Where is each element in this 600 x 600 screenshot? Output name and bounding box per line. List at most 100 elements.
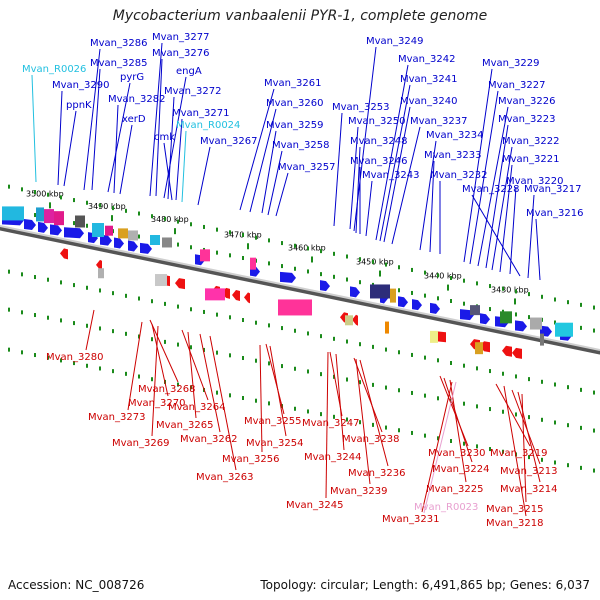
leader-line xyxy=(325,351,329,499)
track-dot xyxy=(359,420,361,425)
reverse-gene xyxy=(232,289,240,301)
track-dot xyxy=(554,460,556,465)
leader-line xyxy=(163,142,173,201)
reverse-gene xyxy=(96,259,102,271)
feature-block xyxy=(44,209,54,224)
track-dot xyxy=(398,350,400,355)
gene-label: Mvan_3244 xyxy=(304,452,361,463)
track-dot xyxy=(580,325,582,330)
gene-label: Mvan_3230 xyxy=(428,448,485,459)
track-dot xyxy=(99,326,101,331)
track-dot xyxy=(333,414,335,419)
track-dot xyxy=(21,350,23,355)
track-dot xyxy=(307,246,309,251)
track-dot xyxy=(541,379,543,384)
reverse-gene xyxy=(244,292,250,304)
gene-label: Mvan_3225 xyxy=(426,484,483,495)
track-dot xyxy=(541,457,543,462)
gene-label: Mvan_3255 xyxy=(244,416,301,427)
track-dot xyxy=(281,241,283,246)
track-dot xyxy=(515,289,517,294)
leader-line xyxy=(333,112,343,227)
track-dot xyxy=(125,208,127,213)
track-dot xyxy=(385,347,387,352)
track-dot xyxy=(229,253,231,258)
accession-text: Accession: NC_008726 xyxy=(8,578,145,592)
gene-label: Mvan_3224 xyxy=(432,464,489,475)
track-dot xyxy=(489,307,491,312)
track-dot xyxy=(346,339,348,344)
gene-label: Mvan_3236 xyxy=(348,468,405,479)
gene-label: engA xyxy=(176,66,202,77)
forward-gene xyxy=(320,280,330,292)
track-dot xyxy=(450,361,452,365)
gene-label: Mvan_3242 xyxy=(398,54,455,65)
leader-line xyxy=(85,309,95,351)
track-dot xyxy=(346,377,348,382)
track-dot xyxy=(60,318,62,323)
leader-line xyxy=(355,358,371,485)
leader-line xyxy=(365,180,373,237)
gene-label: Mvan_3277 xyxy=(152,32,209,43)
gene-label: Mvan_R0024 xyxy=(176,120,240,131)
leader-line xyxy=(91,68,101,191)
leader-line xyxy=(495,383,531,447)
leader-line xyxy=(521,393,527,503)
track-dot xyxy=(346,254,348,259)
gene-label: Mvan_3264 xyxy=(168,402,225,413)
track-dot xyxy=(86,285,88,290)
leader-line xyxy=(163,76,187,199)
track-dot xyxy=(34,275,36,280)
leader-line xyxy=(239,88,275,211)
track-dot xyxy=(359,380,361,385)
track-dot xyxy=(307,409,309,414)
leader-line xyxy=(421,381,453,513)
track-dot xyxy=(528,315,530,320)
gene-label: Mvan_3261 xyxy=(264,78,321,89)
feature-block xyxy=(530,317,542,330)
track-dot xyxy=(463,401,465,406)
leader-line xyxy=(383,106,411,243)
track-dot xyxy=(502,371,504,376)
track-dot xyxy=(99,288,101,293)
gene-label: Mvan_3272 xyxy=(164,86,221,97)
track-dot xyxy=(450,299,452,303)
kbp-tick xyxy=(174,228,176,235)
kbp-tick xyxy=(379,270,381,277)
track-dot xyxy=(359,280,361,285)
reverse-gene xyxy=(352,314,358,326)
feature-block xyxy=(155,274,167,287)
track-dot xyxy=(86,323,88,328)
reverse-gene xyxy=(175,278,185,290)
gene-label: Mvan_3237 xyxy=(410,116,467,127)
gene-label: Mvan_3238 xyxy=(342,434,399,445)
track-dot xyxy=(190,307,192,312)
track-dot xyxy=(424,293,426,298)
leader-line xyxy=(119,124,133,195)
kbp-tick xyxy=(111,215,113,222)
track-dot xyxy=(333,274,335,279)
track-dot xyxy=(476,281,478,286)
leader-line xyxy=(499,164,513,273)
track-dot xyxy=(203,309,205,314)
figure-title: Mycobacterium vanbaalenii PYR-1, complet… xyxy=(112,8,488,24)
gene-label: Mvan_3256 xyxy=(222,454,279,465)
leader-line xyxy=(149,319,179,383)
gene-label: Mvan_3229 xyxy=(482,58,539,69)
track-dot xyxy=(21,310,23,315)
track-dot xyxy=(593,305,595,310)
gene-label: Mvan_3216 xyxy=(526,208,583,219)
track-dot xyxy=(385,262,387,267)
track-dot xyxy=(47,277,49,282)
leader-line xyxy=(353,357,383,433)
track-dot xyxy=(281,364,283,369)
feature-block xyxy=(555,322,573,337)
track-dot xyxy=(229,353,231,358)
leader-line xyxy=(275,172,289,217)
track-dot xyxy=(229,230,231,235)
gene-label: Mvan_3262 xyxy=(180,434,237,445)
track-dot xyxy=(177,242,179,247)
gene-label: Mvan_3233 xyxy=(424,150,481,161)
track-dot xyxy=(489,447,491,452)
